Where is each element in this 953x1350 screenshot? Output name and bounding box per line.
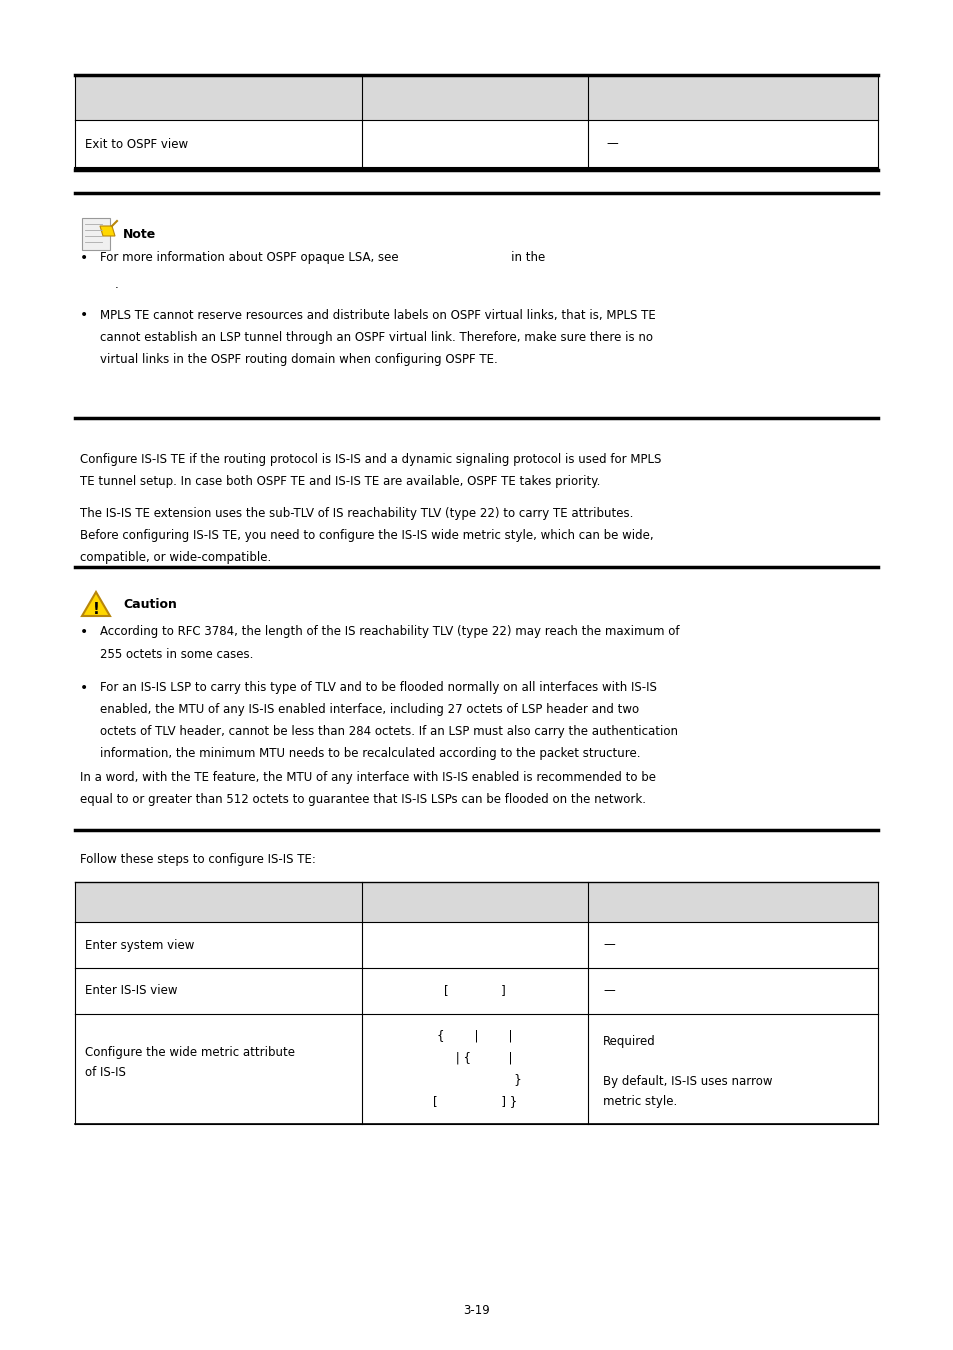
Text: .: . [115,278,118,292]
Text: 3-19: 3-19 [463,1304,490,1316]
Bar [82,217,110,250]
Polygon shape [100,225,115,236]
Text: Enter IS-IS view: Enter IS-IS view [85,984,177,998]
Text: Configure the wide metric attribute: Configure the wide metric attribute [85,1046,294,1058]
Text: Before configuring IS-IS TE, you need to configure the IS-IS wide metric style, : Before configuring IS-IS TE, you need to… [80,529,653,541]
Text: equal to or greater than 512 octets to guarantee that IS-IS LSPs can be flooded : equal to or greater than 512 octets to g… [80,794,645,806]
Text: metric style.: metric style. [602,1095,677,1108]
Text: •: • [80,308,89,323]
Text: •: • [80,625,89,639]
Text: —: — [605,138,618,150]
Text: Caution: Caution [123,598,176,610]
Text: Note: Note [123,228,156,240]
Text: Exit to OSPF view: Exit to OSPF view [85,138,188,150]
Text: [              ]: [ ] [444,984,505,998]
Text: For an IS-IS LSP to carry this type of TLV and to be flooded normally on all int: For an IS-IS LSP to carry this type of T… [100,682,657,694]
Text: In a word, with the TE feature, the MTU of any interface with IS-IS enabled is r: In a word, with the TE feature, the MTU … [80,771,656,784]
Text: By default, IS-IS uses narrow: By default, IS-IS uses narrow [602,1076,772,1088]
Text: virtual links in the OSPF routing domain when configuring OSPF TE.: virtual links in the OSPF routing domain… [100,352,497,366]
Text: Required: Required [602,1035,655,1049]
Text: cannot establish an LSP tunnel through an OSPF virtual link. Therefore, make sur: cannot establish an LSP tunnel through a… [100,331,652,343]
Text: }: } [428,1073,521,1087]
Text: !: ! [92,602,99,617]
Text: Enter system view: Enter system view [85,938,194,952]
Text: According to RFC 3784, the length of the IS reachability TLV (type 22) may reach: According to RFC 3784, the length of the… [100,625,679,639]
Polygon shape [82,593,110,616]
Text: —: — [602,938,614,952]
Text: For more information about OSPF opaque LSA, see                              in : For more information about OSPF opaque L… [100,251,545,265]
Text: •: • [80,251,89,265]
Bar [75,882,877,922]
Text: —: — [602,984,614,998]
Text: {        |        |: { | | [436,1030,512,1042]
Text: •: • [80,680,89,695]
Text: Configure IS-IS TE if the routing protocol is IS-IS and a dynamic signaling prot: Configure IS-IS TE if the routing protoc… [80,454,660,466]
Text: [                 ] }: [ ] } [433,1095,517,1108]
Text: | {          |: | { | [436,1052,512,1065]
Text: of IS-IS: of IS-IS [85,1066,126,1079]
Text: information, the minimum MTU needs to be recalculated according to the packet st: information, the minimum MTU needs to be… [100,748,639,760]
Text: octets of TLV header, cannot be less than 284 octets. If an LSP must also carry : octets of TLV header, cannot be less tha… [100,725,678,738]
Text: Follow these steps to configure IS-IS TE:: Follow these steps to configure IS-IS TE… [80,853,315,867]
Text: The IS-IS TE extension uses the sub-TLV of IS reachability TLV (type 22) to carr: The IS-IS TE extension uses the sub-TLV … [80,508,633,520]
Text: enabled, the MTU of any IS-IS enabled interface, including 27 octets of LSP head: enabled, the MTU of any IS-IS enabled in… [100,703,639,717]
Bar [75,76,877,120]
Text: compatible, or wide-compatible.: compatible, or wide-compatible. [80,551,271,564]
Text: MPLS TE cannot reserve resources and distribute labels on OSPF virtual links, th: MPLS TE cannot reserve resources and dis… [100,309,655,321]
Text: 255 octets in some cases.: 255 octets in some cases. [100,648,253,660]
Text: TE tunnel setup. In case both OSPF TE and IS-IS TE are available, OSPF TE takes : TE tunnel setup. In case both OSPF TE an… [80,475,599,487]
